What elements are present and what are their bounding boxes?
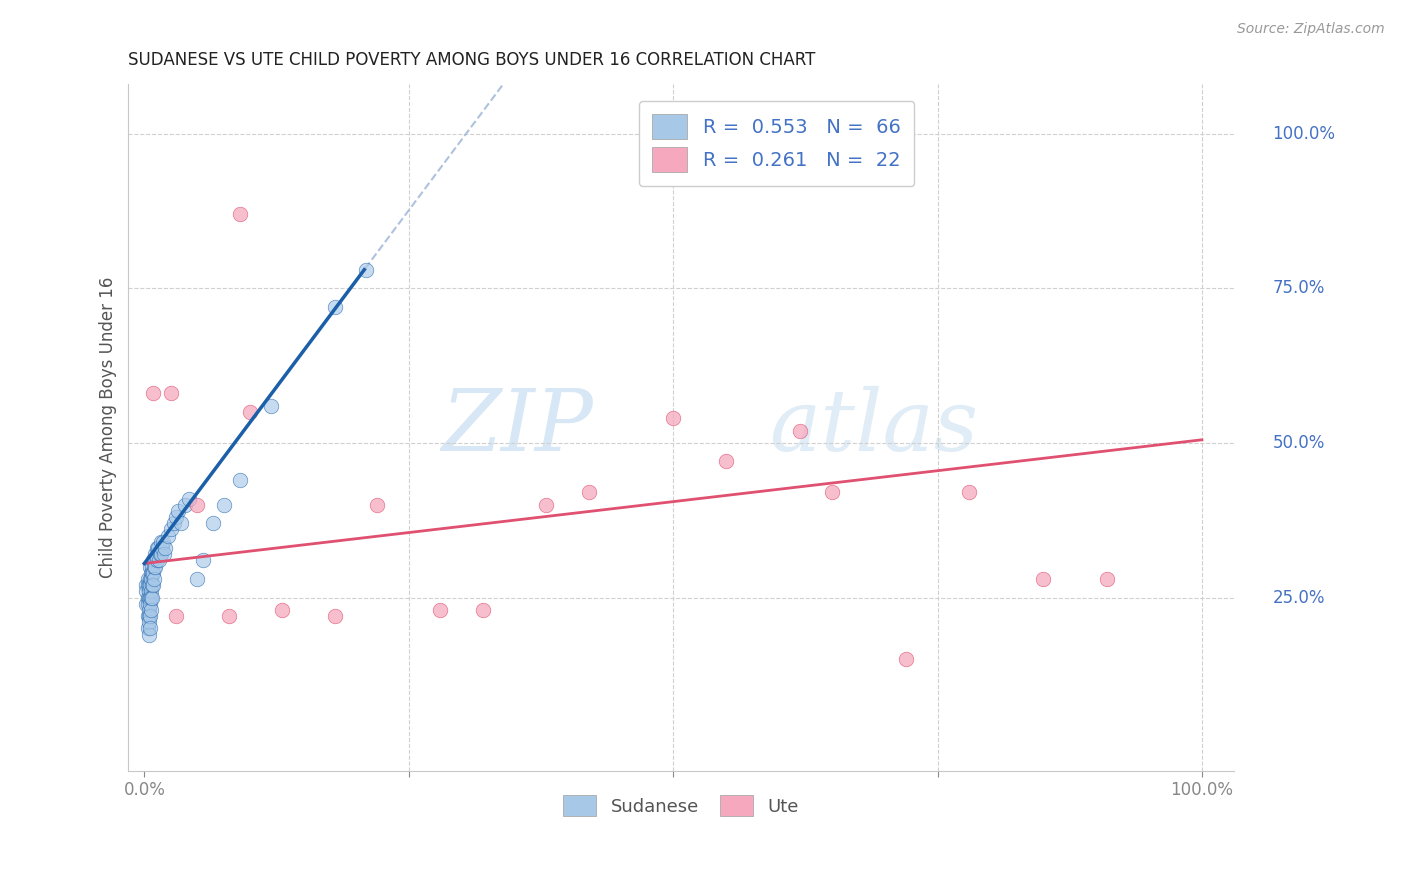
Point — [202, 516, 225, 531]
Point — [141, 591, 163, 605]
Point — [429, 603, 451, 617]
Point — [163, 516, 186, 531]
Text: Source: ZipAtlas.com: Source: ZipAtlas.com — [1237, 22, 1385, 37]
Point — [138, 572, 160, 586]
Point — [138, 591, 160, 605]
Point — [135, 578, 157, 592]
Point — [138, 597, 160, 611]
Point — [165, 510, 187, 524]
Point — [141, 559, 163, 574]
Point — [138, 615, 160, 630]
Point — [136, 591, 159, 605]
Point — [142, 572, 165, 586]
Point — [260, 399, 283, 413]
Point — [1032, 572, 1054, 586]
Point — [894, 652, 917, 666]
Point — [150, 534, 173, 549]
Point — [228, 473, 250, 487]
Text: SUDANESE VS UTE CHILD POVERTY AMONG BOYS UNDER 16 CORRELATION CHART: SUDANESE VS UTE CHILD POVERTY AMONG BOYS… — [128, 51, 815, 69]
Point — [186, 572, 208, 586]
Point — [662, 411, 685, 425]
Point — [142, 578, 165, 592]
Point — [152, 534, 174, 549]
Point — [186, 498, 208, 512]
Point — [1095, 572, 1118, 586]
Point — [323, 609, 346, 624]
Point — [239, 405, 262, 419]
Point — [789, 424, 811, 438]
Point — [138, 603, 160, 617]
Point — [135, 597, 157, 611]
Point — [165, 609, 187, 624]
Point — [139, 566, 162, 580]
Point — [159, 386, 181, 401]
Point — [150, 541, 173, 555]
Text: 25.0%: 25.0% — [1272, 589, 1324, 607]
Point — [136, 572, 159, 586]
Point — [366, 498, 388, 512]
Point — [534, 498, 557, 512]
Point — [138, 627, 160, 641]
Point — [136, 578, 159, 592]
Point — [135, 584, 157, 599]
Y-axis label: Child Poverty Among Boys Under 16: Child Poverty Among Boys Under 16 — [100, 277, 117, 578]
Point — [139, 572, 162, 586]
Point — [212, 498, 235, 512]
Point — [173, 498, 195, 512]
Point — [146, 553, 169, 567]
Point — [159, 523, 181, 537]
Point — [139, 591, 162, 605]
Point — [578, 485, 600, 500]
Text: 50.0%: 50.0% — [1272, 434, 1324, 452]
Point — [138, 578, 160, 592]
Point — [170, 516, 193, 531]
Point — [138, 584, 160, 599]
Point — [142, 559, 165, 574]
Point — [138, 609, 160, 624]
Point — [471, 603, 494, 617]
Point — [821, 485, 844, 500]
Point — [714, 454, 737, 468]
Point — [155, 541, 177, 555]
Text: 100.0%: 100.0% — [1272, 125, 1336, 143]
Point — [167, 504, 190, 518]
Point — [136, 609, 159, 624]
Point — [143, 559, 166, 574]
Point — [153, 547, 176, 561]
Point — [148, 553, 170, 567]
Point — [146, 541, 169, 555]
Point — [136, 622, 159, 636]
Point — [177, 491, 200, 506]
Point — [143, 547, 166, 561]
Point — [149, 547, 172, 561]
Point — [957, 485, 980, 500]
Point — [323, 300, 346, 314]
Point — [138, 622, 160, 636]
Point — [138, 591, 160, 605]
Point — [136, 597, 159, 611]
Point — [142, 553, 165, 567]
Point — [150, 547, 173, 561]
Point — [218, 609, 240, 624]
Point — [356, 262, 378, 277]
Point — [141, 578, 163, 592]
Text: ZIP: ZIP — [440, 386, 593, 468]
Point — [191, 553, 214, 567]
Point — [139, 584, 162, 599]
Point — [270, 603, 292, 617]
Point — [142, 386, 165, 401]
Legend: Sudanese, Ute: Sudanese, Ute — [557, 789, 806, 823]
Point — [156, 529, 179, 543]
Text: 75.0%: 75.0% — [1272, 279, 1324, 297]
Point — [138, 609, 160, 624]
Point — [228, 207, 250, 221]
Point — [138, 559, 160, 574]
Point — [146, 541, 169, 555]
Point — [138, 578, 160, 592]
Point — [141, 566, 163, 580]
Point — [142, 566, 165, 580]
Text: atlas: atlas — [769, 386, 979, 468]
Point — [139, 603, 162, 617]
